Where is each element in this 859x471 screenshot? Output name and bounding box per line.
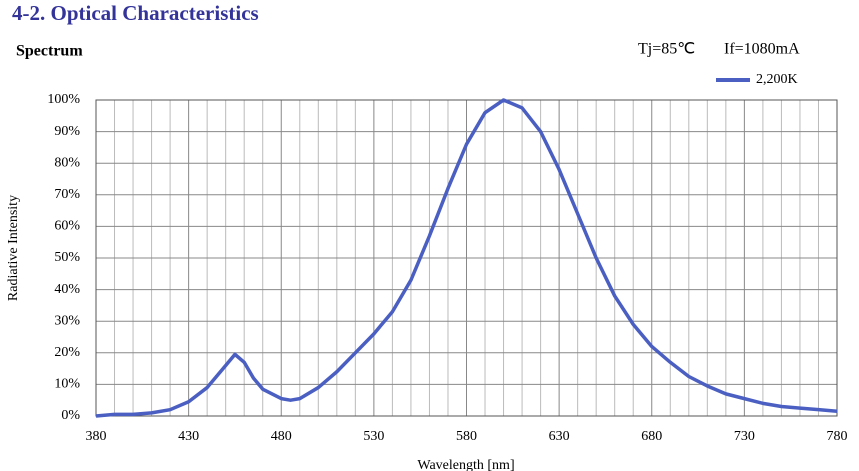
annotation: Tj=85℃ [638,41,695,58]
x-tick-label: 630 [549,429,570,444]
plot-frame [95,99,838,417]
y-tick-label: 70% [54,187,80,202]
y-tick-label: 50% [54,250,80,265]
line [95,98,838,418]
y-tick-label: 20% [54,345,80,360]
y-tick-label: 60% [54,219,80,234]
x-tick-label: 530 [363,429,384,444]
y-axis-label: Radiative Intensity [6,195,21,301]
y-tick-label: 80% [54,155,80,170]
annotation: If=1080mA [724,41,800,58]
chart-title: 4-2. Optical Characteristics [12,1,259,25]
y-tick-label: 30% [54,313,80,328]
y-tick-label: 90% [54,124,80,139]
x-tick-label: 380 [86,429,107,444]
y-tick-label: 10% [54,377,80,392]
legend-label: 2,200K [756,72,798,87]
y-tick-label: 0% [61,408,80,423]
x-tick-label: 430 [178,429,199,444]
y-tick-label: 100% [47,92,80,107]
chart-subtitle: Spectrum [16,43,83,60]
x-tick-label: 480 [271,429,292,444]
x-tick-label: 680 [641,429,662,444]
x-tick-label: 780 [827,429,848,444]
x-tick-label: 730 [734,429,755,444]
x-axis-label: Wavelength [nm] [417,458,514,471]
x-tick-label: 580 [456,429,477,444]
y-tick-label: 40% [54,282,80,297]
